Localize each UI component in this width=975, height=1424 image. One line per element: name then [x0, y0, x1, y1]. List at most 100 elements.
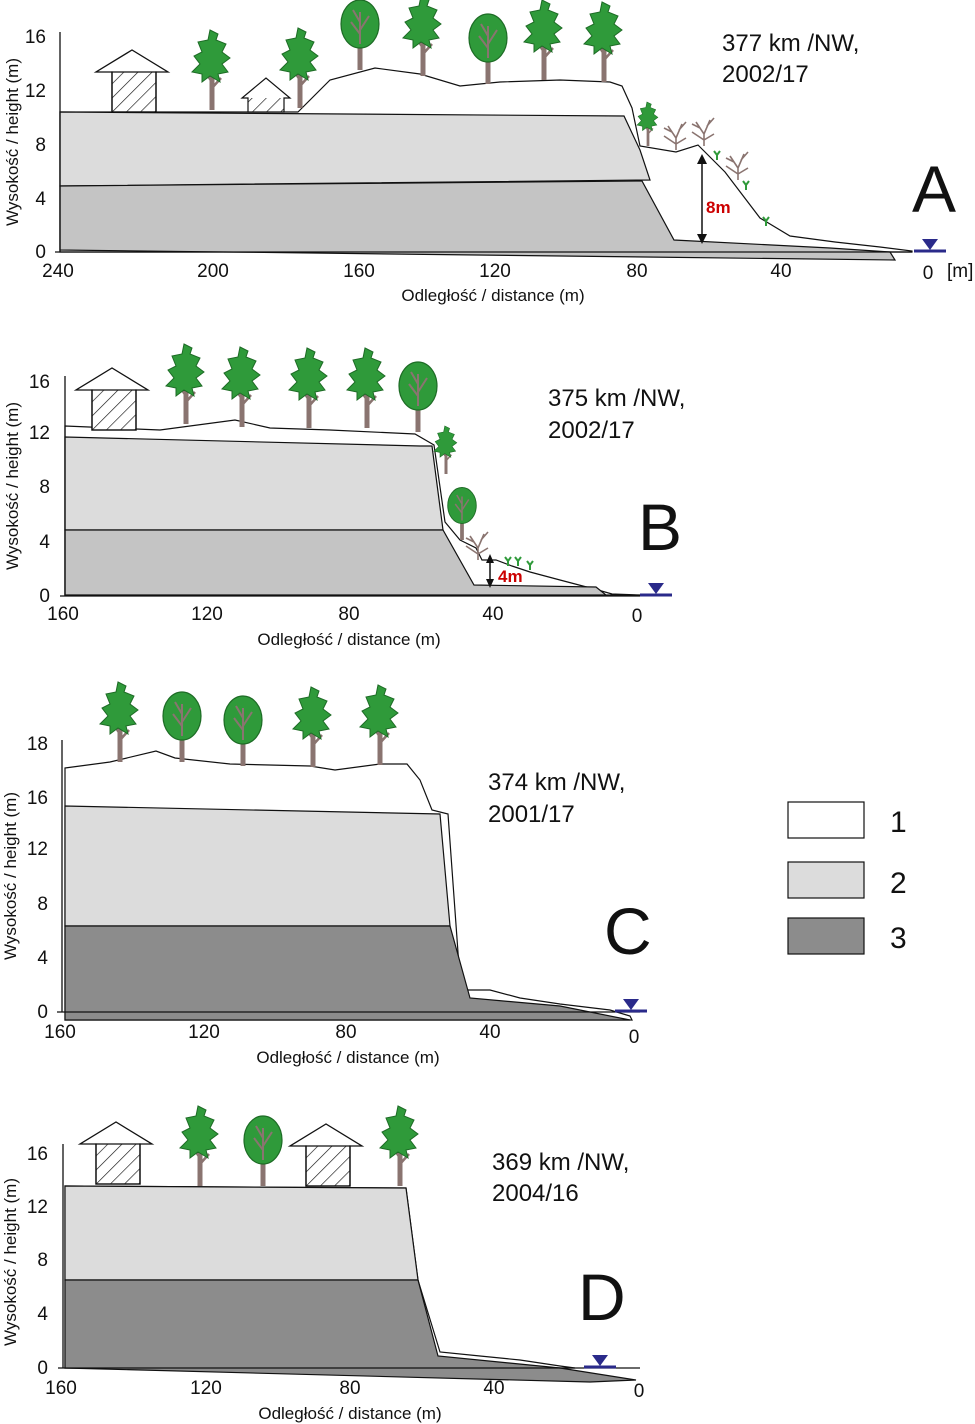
sprout-icon: [526, 560, 534, 571]
date-label: 2002/17: [722, 61, 809, 88]
x-tick: 120: [190, 1378, 222, 1399]
x-tick: 120: [479, 261, 511, 282]
panel-letter: A: [912, 152, 956, 226]
bush-icon: [691, 117, 715, 147]
x-tick: 40: [483, 1378, 504, 1399]
deciduous-tree-icon: [341, 0, 379, 70]
x-axis-label: Odległość / distance (m): [401, 286, 584, 305]
y-tick: 12: [27, 1197, 48, 1218]
deciduous-tree-icon: [469, 14, 507, 84]
conifer-tree-icon: [222, 347, 260, 427]
location-label: 377 km /NW,: [722, 30, 859, 57]
conifer-tree-icon: [293, 687, 331, 767]
layer-3-c: [64, 925, 631, 1021]
conifer-tree-icon: [100, 682, 138, 762]
x-tick: 160: [343, 261, 375, 282]
y-axis-label: Wysokość / height (m): [3, 402, 22, 570]
y-tick: 16: [29, 372, 50, 393]
y-tick: 16: [27, 1144, 48, 1165]
x-tick: 200: [197, 261, 229, 282]
layer-2-a: [59, 111, 651, 187]
panel-letter: C: [604, 894, 652, 968]
water-level-icon: [613, 997, 649, 1013]
y-tick: 8: [35, 135, 46, 156]
layer-3-b: [64, 529, 608, 596]
legend-label-1: 1: [890, 806, 907, 839]
y-tick: 8: [39, 477, 50, 498]
x-unit: [m]: [947, 261, 973, 282]
y-axis-label: Wysokość / height (m): [1, 1178, 20, 1346]
conifer-tree-icon: [584, 2, 622, 82]
water-level-icon: [912, 237, 948, 253]
height-arrow: [697, 154, 707, 244]
x-tick: 240: [42, 261, 74, 282]
panel-letter: D: [578, 1260, 626, 1334]
deciduous-tree-icon: [163, 692, 201, 762]
conifer-tree-icon: [360, 685, 398, 765]
panel-b: 4m 0 4 8 12 16 160 120 80 40 0 Odległość…: [3, 344, 685, 649]
date-label: 2004/16: [492, 1180, 579, 1207]
y-tick: 16: [27, 788, 48, 809]
y-tick: 8: [37, 894, 48, 915]
x-tick: 40: [482, 604, 503, 625]
legend: 1 2 3: [787, 801, 907, 955]
y-tick: 0: [37, 1358, 48, 1379]
sprout-icon: [514, 556, 522, 567]
x-axis-label: Odległość / distance (m): [258, 1404, 441, 1423]
layer-3-d: [64, 1279, 637, 1383]
y-axis-label: Wysokość / height (m): [1, 792, 20, 960]
y-tick: 16: [25, 27, 46, 48]
x-tick: 160: [44, 1022, 76, 1043]
date-label: 2002/17: [548, 417, 635, 444]
legend-swatch-3: [787, 917, 865, 955]
x-tick: 80: [338, 604, 359, 625]
x-tick: 80: [339, 1378, 360, 1399]
x-tick: 0: [629, 1027, 640, 1048]
sprout-icon: [713, 150, 721, 161]
x-axis-label: Odległość / distance (m): [256, 1048, 439, 1067]
conifer-tree-icon: [166, 344, 204, 424]
y-tick: 12: [25, 81, 46, 102]
y-tick: 12: [27, 839, 48, 860]
height-label: 4m: [498, 567, 523, 586]
y-tick: 4: [39, 532, 50, 553]
water-level-icon: [582, 1353, 618, 1369]
house-icon: [289, 1123, 363, 1187]
legend-swatch-2: [787, 861, 865, 899]
x-tick: 0: [634, 1381, 645, 1402]
conifer-tree-icon: [289, 348, 327, 428]
conifer-tree-icon: [192, 30, 230, 110]
house-icon: [95, 49, 169, 113]
conifer-tree-icon: [180, 1106, 218, 1186]
conifer-tree-icon: [403, 0, 441, 76]
bush-icon: [663, 121, 687, 151]
date-label: 2001/17: [488, 801, 575, 828]
y-axis-label: Wysokość / height (m): [3, 58, 22, 226]
location-label: 375 km /NW,: [548, 385, 685, 412]
deciduous-tree-icon: [399, 362, 437, 432]
deciduous-tree-icon: [244, 1116, 282, 1186]
y-tick: 8: [37, 1250, 48, 1271]
conifer-tree-icon: [347, 348, 385, 428]
height-arrow: [486, 554, 494, 588]
panel-a: 8m 0 4 8 12 16 240 200 160 120 80 40 0 […: [3, 0, 973, 305]
panel-c: 0 4 8 12 16 18 160 120 80 40 0 Odległość…: [1, 682, 652, 1067]
x-tick: 80: [335, 1022, 356, 1043]
x-tick: 160: [47, 604, 79, 625]
x-tick: 120: [188, 1022, 220, 1043]
house-icon: [241, 77, 291, 113]
x-tick: 160: [45, 1378, 77, 1399]
y-tick: 4: [37, 1304, 48, 1325]
layer-3-a: [59, 180, 897, 261]
location-label: 374 km /NW,: [488, 769, 625, 796]
legend-swatch-1: [787, 801, 865, 839]
conifer-tree-icon: [635, 100, 660, 148]
layer-2-d: [64, 1185, 419, 1281]
x-tick: 40: [770, 261, 791, 282]
x-tick: 0: [632, 606, 643, 627]
location-label: 369 km /NW,: [492, 1149, 629, 1176]
legend-label-3: 3: [890, 922, 907, 955]
conifer-tree-icon: [524, 0, 562, 80]
house-icon: [75, 367, 149, 431]
